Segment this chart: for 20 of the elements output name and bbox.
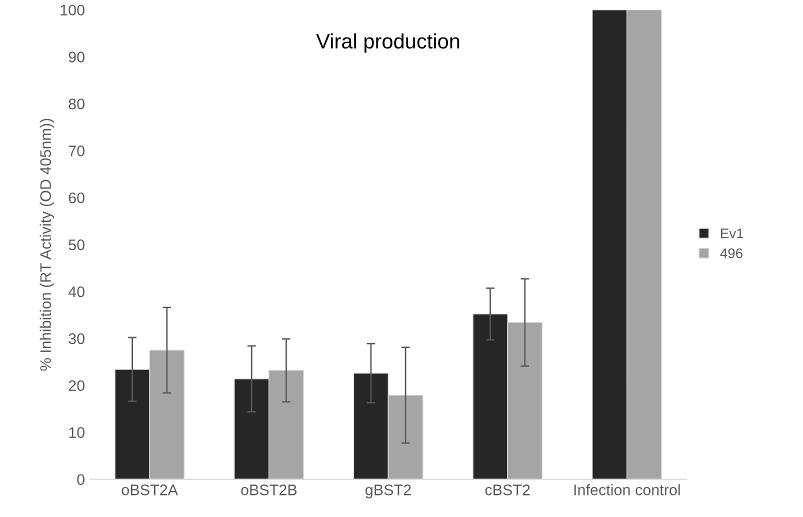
y-tick-label: 10 bbox=[69, 427, 84, 438]
y-tick-label: 90 bbox=[68, 52, 84, 62]
text: Viral production bbox=[316, 33, 460, 53]
legend-label: Ev1 bbox=[721, 228, 744, 238]
x-tick-label: Infection control bbox=[574, 484, 680, 496]
y-tick-label: 30 bbox=[68, 333, 84, 344]
y-tick-label: 80 bbox=[68, 98, 84, 110]
y-tick-label: 60 bbox=[68, 192, 84, 204]
x-tick-label: cBST2 bbox=[485, 484, 530, 496]
y-tick-label: 50 bbox=[68, 239, 84, 250]
x-tick-label: oBST2B bbox=[241, 484, 297, 496]
y-tick-label: 20 bbox=[68, 380, 84, 392]
x-tick-label: oBST2A bbox=[122, 484, 178, 496]
y-tick-label: 100 bbox=[60, 4, 84, 16]
y-tick-label: 70 bbox=[68, 146, 84, 156]
y-tick-label: 40 bbox=[68, 286, 84, 298]
y-tick-label: 0 bbox=[77, 474, 84, 485]
legend-label: 496 bbox=[720, 248, 742, 258]
x-tick-label: gBST2 bbox=[366, 484, 411, 498]
y-axis-title: % Inhibition (RT Activity (OD 405nm)) bbox=[40, 118, 54, 371]
